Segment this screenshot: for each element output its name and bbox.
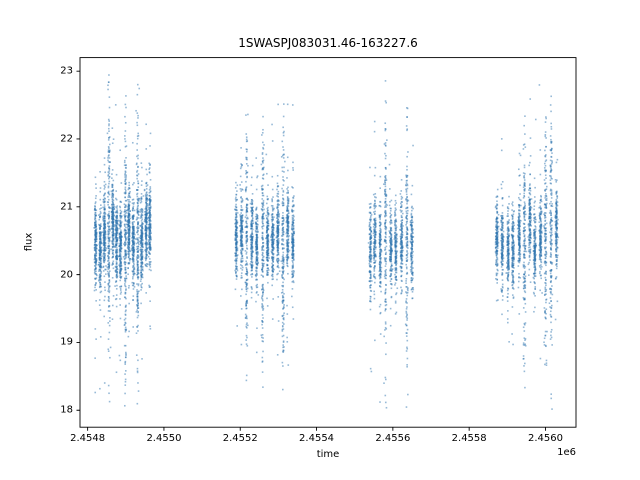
x-tick-label: 2.4552: [222, 433, 258, 445]
x-tick-label: 2.4556: [375, 433, 411, 445]
y-tick-label: 23: [60, 65, 73, 77]
x-tick-label: 2.4550: [146, 433, 182, 445]
x-tick-label: 2.4558: [451, 433, 487, 445]
y-tick-label: 21: [60, 201, 73, 213]
x-tick-label: 2.4560: [527, 433, 563, 445]
y-tick-label: 18: [60, 404, 73, 416]
x-axis-offset-label: 1e6: [557, 447, 576, 458]
y-tick-label: 19: [60, 336, 73, 348]
y-tick-label: 20: [60, 269, 73, 281]
y-tick-label: 22: [60, 133, 73, 145]
x-tick-label: 2.4548: [70, 433, 106, 445]
x-axis-label: time: [316, 449, 340, 460]
chart-title: 1SWASPJ083031.46-163227.6: [238, 36, 418, 50]
x-tick-label: 2.4554: [299, 433, 335, 445]
y-axis-label: flux: [23, 232, 35, 252]
